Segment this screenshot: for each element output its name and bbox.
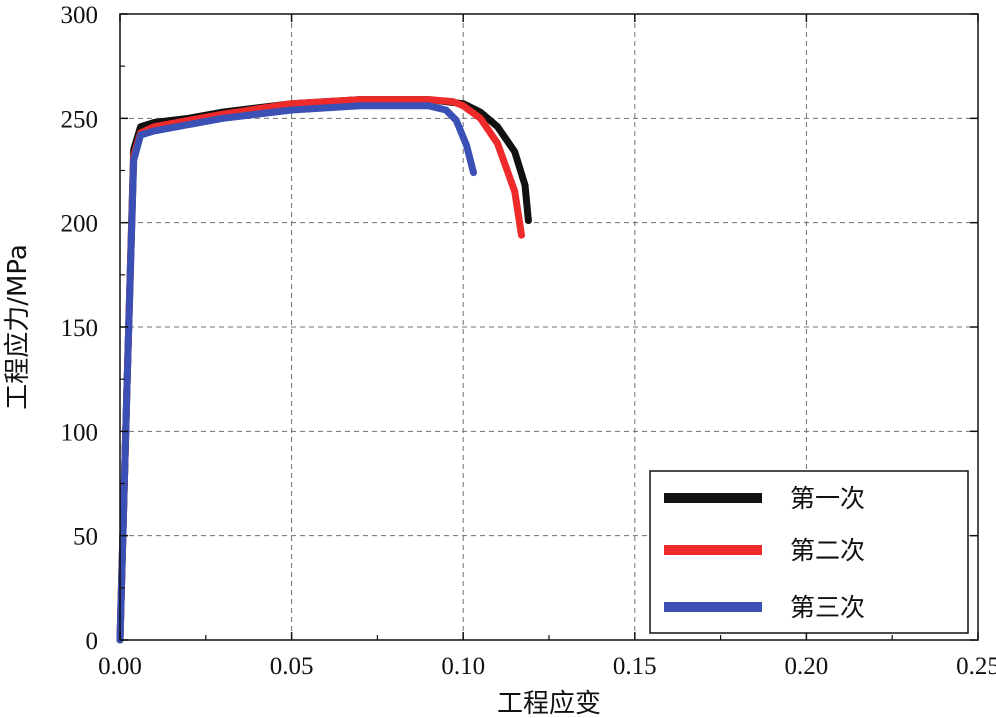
x-tick-label: 0.10 [441, 653, 485, 680]
x-tick-label: 0.25 [956, 653, 996, 680]
series-line-3 [116, 102, 477, 644]
y-tick-label: 150 [61, 315, 99, 342]
axis-ticks: 0.00 0.05 0.10 0.15 0.20 0.25 0 50 100 150 200 250 3… [61, 2, 996, 680]
legend-label-1: 第一次 [790, 484, 865, 513]
y-tick-label: 0 [86, 628, 99, 655]
series-line-2 [116, 96, 525, 644]
x-tick-label: 0.20 [785, 653, 829, 680]
y-tick-label: 250 [61, 106, 99, 133]
y-tick-label: 100 [61, 419, 99, 446]
y-tick-label: 50 [73, 524, 98, 551]
legend-label-3: 第三次 [790, 593, 865, 622]
legend-label-2: 第二次 [790, 536, 865, 565]
y-tick-label: 200 [61, 211, 99, 238]
x-tick-label: 0.05 [270, 653, 314, 680]
y-tick-label: 300 [61, 2, 99, 29]
series-lines [116, 96, 532, 644]
x-tick-label: 0.15 [613, 653, 657, 680]
y-axis-title: 工程应力/MPa [3, 244, 33, 410]
x-tick-label: 0.00 [98, 653, 142, 680]
series-line-1 [116, 96, 532, 644]
x-axis-title: 工程应变 [497, 689, 601, 718]
